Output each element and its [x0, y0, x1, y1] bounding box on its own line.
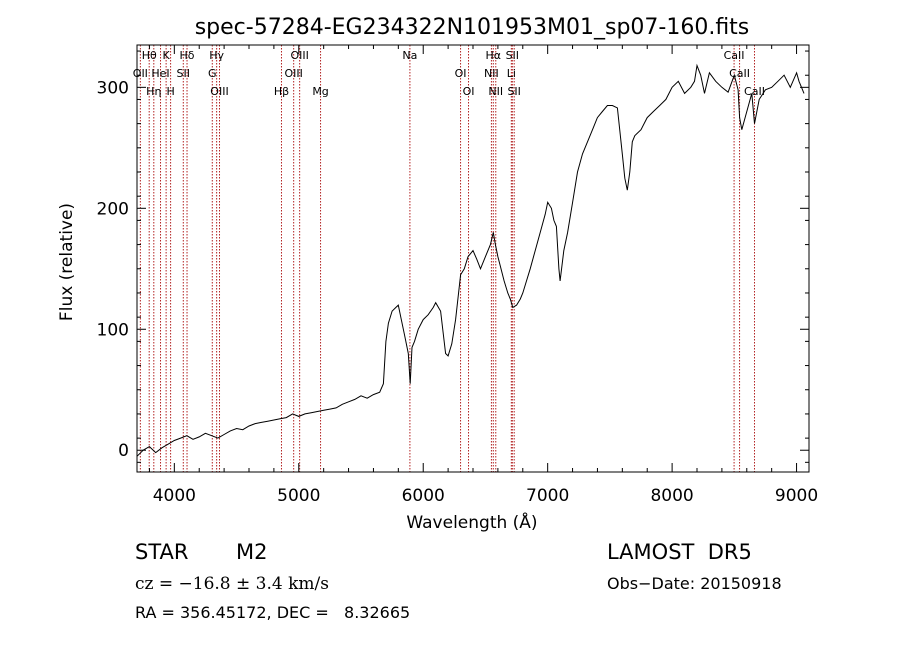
object-subclass: M2 — [236, 540, 268, 564]
y-tick-label: 100 — [97, 320, 129, 340]
line-marker-label: CaII — [744, 85, 765, 98]
line-marker-label: OIII — [210, 85, 228, 98]
line-marker-label: Hθ — [142, 49, 157, 62]
x-tick-label: 7000 — [526, 486, 569, 506]
line-marker-label: HeI — [151, 67, 169, 80]
x-tick-label: 6000 — [402, 486, 445, 506]
x-tick-label: 8000 — [650, 486, 693, 506]
x-axis-ticks: 4000 5000 6000 7000 8000 9000 — [148, 45, 818, 506]
chart-title: spec-57284-EG234322N101953M01_sp07-160.f… — [195, 15, 750, 40]
line-marker-label: NII — [488, 85, 503, 98]
survey-name: LAMOST DR5 — [607, 540, 752, 564]
y-axis-ticks: 0 100 200 300 — [97, 50, 809, 463]
line-marker-label: Hδ — [180, 49, 195, 62]
line-marker-label: Li — [507, 67, 516, 80]
y-tick-label: 200 — [97, 199, 129, 219]
line-marker-label: CaII — [729, 67, 750, 80]
line-marker-label: NII — [484, 67, 499, 80]
coordinates: RA = 356.45172, DEC = 8.32665 — [135, 603, 411, 622]
line-marker-label: OI — [455, 67, 467, 80]
line-marker-label: OIII — [290, 49, 308, 62]
line-marker-label: SII — [506, 49, 519, 62]
line-marker-label: G — [208, 67, 217, 80]
y-axis-label: Flux (relative) — [57, 203, 77, 321]
line-marker-label: OI — [463, 85, 475, 98]
line-marker-label: CaII — [724, 49, 745, 62]
x-tick-label: 4000 — [153, 486, 196, 506]
line-marker-label: H — [166, 85, 174, 98]
line-marker-label: SII — [507, 85, 520, 98]
line-marker-label: SII — [177, 67, 190, 80]
y-tick-label: 0 — [118, 441, 129, 461]
line-marker-label: OII — [133, 67, 148, 80]
line-marker-label: Hβ — [274, 85, 289, 98]
line-marker-label: Hγ — [209, 49, 224, 62]
plot-frame — [136, 44, 810, 473]
observation-date: Obs−Date: 20150918 — [607, 574, 782, 593]
line-marker-label: Hα — [486, 49, 502, 62]
line-marker-label: OIII — [284, 67, 302, 80]
line-marker-label: Hη — [146, 85, 161, 98]
redshift-velocity: cz = −16.8 ± 3.4 km/s — [135, 574, 329, 594]
y-tick-label: 300 — [97, 78, 129, 98]
x-tick-label: 9000 — [775, 486, 818, 506]
x-tick-label: 5000 — [277, 486, 320, 506]
line-marker-label: K — [163, 49, 171, 62]
object-class: STAR — [135, 540, 189, 564]
spectrum-line — [136, 63, 805, 457]
line-marker-label: Mg — [312, 85, 328, 98]
spectral-line-markers — [139, 45, 755, 472]
line-marker-label: Na — [402, 49, 417, 62]
x-axis-label: Wavelength (Å) — [406, 511, 537, 533]
